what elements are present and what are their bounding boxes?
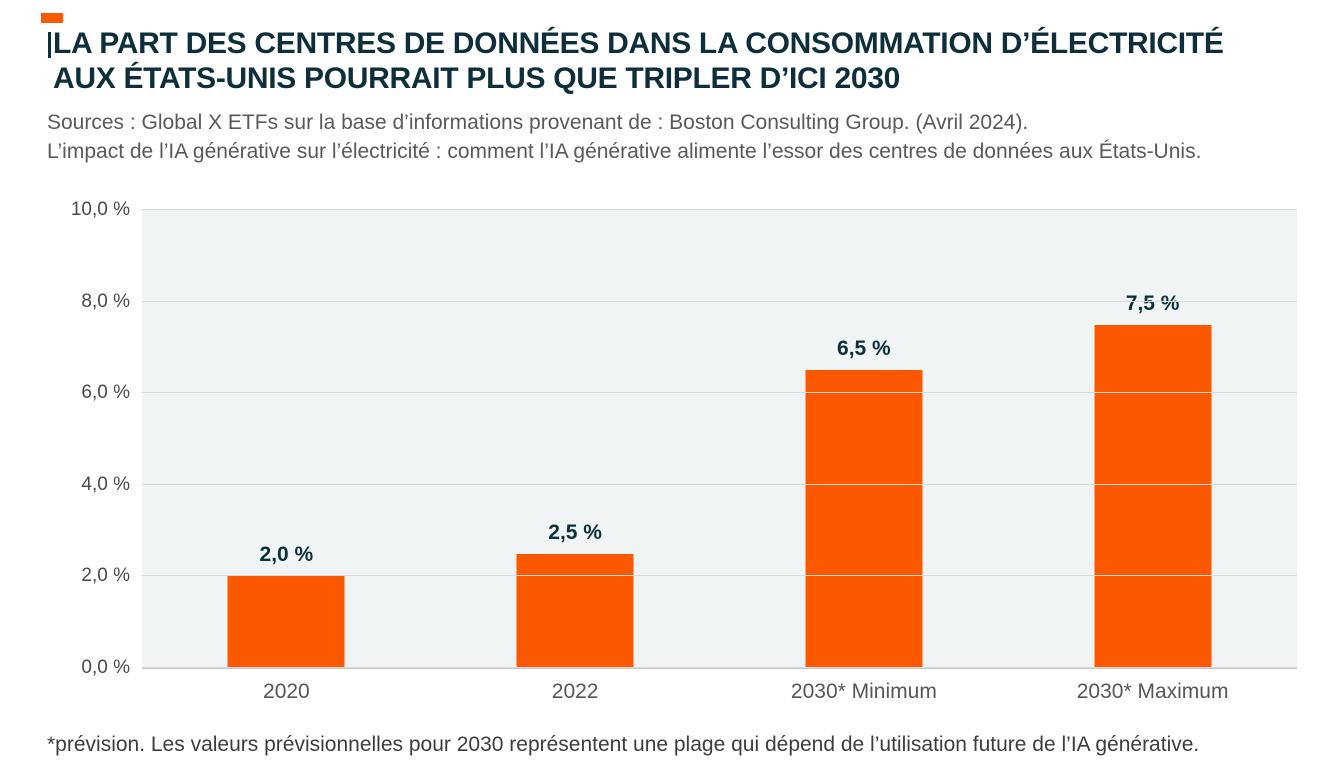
bar-value-label: 2,5 % [548,520,602,544]
bar-column: 2,0 % [142,210,431,668]
bar [227,576,345,668]
bar-value-label: 2,0 % [259,543,314,567]
x-category-label: 2030* Minimum [790,680,937,703]
bar-column: 2,5 % [431,210,720,668]
y-tick-label: 2,0 % [81,565,130,587]
title-left-tick [48,32,51,58]
bar [1094,324,1212,668]
sources-line1: Sources : Global X ETFs sur la base d’in… [47,111,1029,134]
x-axis-line [142,667,1297,669]
bar-value-label: 6,5 % [837,337,891,361]
y-axis-labels: 0,0 % 2,0 % 4,0 % 6,0 % 8,0 % 10,0 % [0,199,130,678]
y-tick-label: 6,0 % [81,382,130,404]
bars-container: 2,0 % 2,5 % 6,5 % 7,5 % [142,210,1297,668]
x-category-label: 2022 [551,680,599,703]
sources-text: Sources : Global X ETFs sur la base d’in… [47,108,1307,166]
gridline [142,392,1297,394]
gridline [142,575,1297,577]
y-tick-label: 4,0 % [81,473,130,495]
bar-chart-plot-area: 2,0 % 2,5 % 6,5 % 7,5 % [142,209,1297,669]
bar [805,370,923,668]
page-title: LA PART DES CENTRES DE DONNÉES DANS LA C… [53,26,1313,96]
y-tick-label: 10,0 % [70,199,130,220]
y-tick-label: 0,0 % [81,657,130,678]
brand-accent-dash [41,13,63,23]
gridline [142,667,1297,668]
bar [516,553,634,668]
x-axis-labels: 2020 2022 2030* Minimum 2030* Maximum [142,680,1297,704]
gridline [142,209,1297,210]
page-title-line1: LA PART DES CENTRES DE DONNÉES DANS LA C… [53,27,1224,60]
page-title-line2: AUX ÉTATS-UNIS POURRAIT PLUS QUE TRIPLER… [53,62,901,95]
bar-value-label: 7,5 % [1125,291,1180,315]
bar-column: 6,5 % [720,210,1009,668]
y-tick-label: 8,0 % [81,290,130,312]
x-category-label: 2030* Maximum [1076,680,1229,703]
footnote-text: *prévision. Les valeurs prévisionnelles … [47,733,1200,756]
sources-line2: L’impact de l’IA générative sur l’électr… [47,140,1202,163]
gridline [142,300,1297,302]
bar-column: 7,5 % [1008,210,1297,668]
gridline [142,483,1297,485]
x-category-label: 2020 [263,680,310,703]
